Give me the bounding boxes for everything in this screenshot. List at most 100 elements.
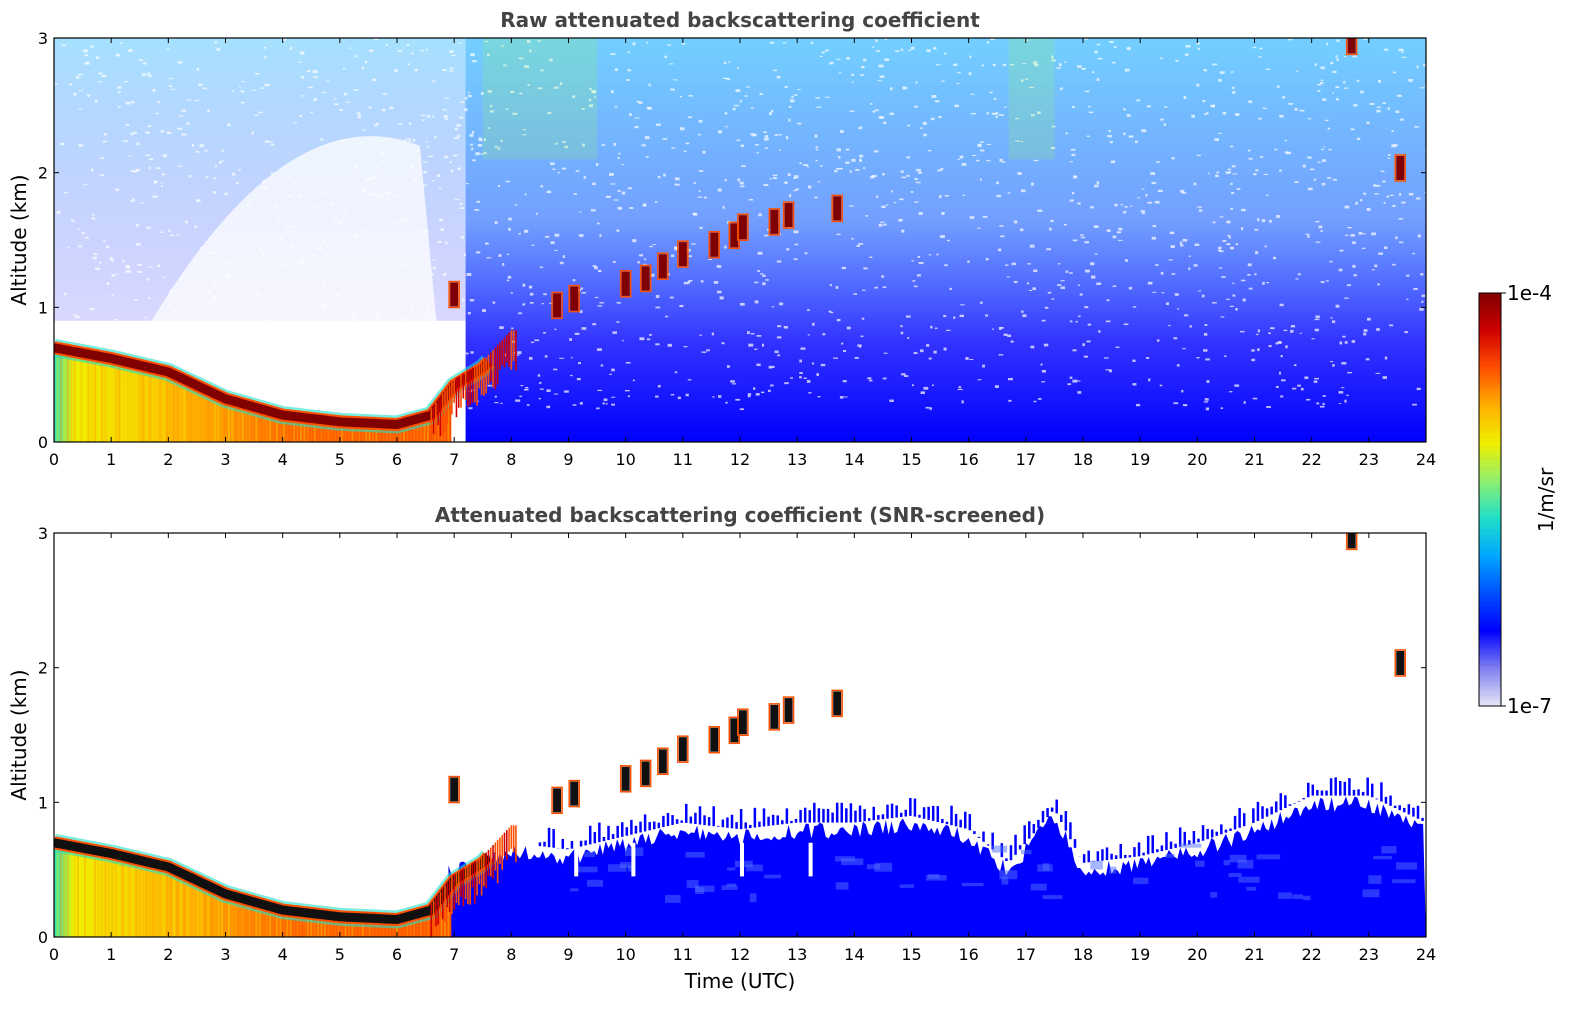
noise-speck: [1331, 92, 1335, 94]
noise-speck: [893, 202, 897, 204]
noise-speck: [1185, 45, 1191, 48]
noise-speck: [270, 368, 273, 372]
noise-speck: [1069, 272, 1073, 274]
noise-speck: [884, 38, 887, 41]
noise-speck: [1096, 78, 1100, 81]
noise-speck: [800, 347, 806, 350]
noise-speck: [931, 94, 937, 98]
noise-speck: [204, 149, 208, 152]
noise-speck: [849, 110, 855, 112]
aerosol-patch: [1392, 879, 1416, 884]
noise-speck: [1176, 364, 1180, 367]
noise-speck: [877, 80, 882, 82]
noise-speck: [370, 405, 374, 408]
noise-speck: [624, 389, 630, 392]
noise-speck: [980, 301, 983, 304]
y-tick-label: 2: [38, 164, 48, 183]
noise-speck: [746, 86, 751, 88]
noise-speck: [632, 239, 637, 243]
noise-speck: [930, 325, 933, 329]
noise-speck: [1114, 203, 1118, 207]
noise-speck: [475, 251, 481, 254]
cloud-element-edge: [677, 735, 689, 763]
noise-speck: [1077, 391, 1082, 394]
noise-speck: [655, 294, 660, 298]
noise-speck: [494, 145, 498, 148]
noise-speck: [1231, 86, 1235, 89]
noise-speck: [530, 341, 535, 344]
noise-speck: [478, 137, 482, 139]
aerosol-patch: [721, 885, 738, 890]
noise-speck: [432, 115, 435, 118]
aerosol-patch: [1223, 860, 1231, 866]
aerosol-patch: [574, 866, 598, 873]
noise-speck: [1156, 161, 1160, 163]
noise-speck: [1218, 246, 1222, 250]
noise-speck: [236, 181, 239, 185]
noise-speck: [1218, 132, 1222, 134]
noise-speck: [687, 116, 692, 119]
noise-speck: [144, 317, 147, 319]
noise-speck: [498, 254, 502, 257]
noise-speck: [889, 112, 895, 115]
noise-speck: [118, 106, 122, 108]
aerosol-patch: [866, 864, 881, 870]
noise-speck: [519, 92, 523, 95]
noise-speck: [596, 407, 600, 410]
noise-speck: [1375, 185, 1381, 187]
noise-speck: [1056, 67, 1062, 69]
noise-speck: [1346, 227, 1351, 229]
noise-speck: [280, 369, 284, 371]
noise-speck: [811, 362, 815, 365]
noise-speck: [518, 232, 521, 235]
noise-speck: [1225, 171, 1231, 174]
noise-speck: [1344, 205, 1350, 209]
noise-speck: [906, 156, 910, 159]
noise-speck: [634, 125, 639, 129]
noise-speck: [459, 116, 464, 119]
noise-speck: [1365, 358, 1370, 361]
noise-speck: [674, 177, 680, 181]
noise-speck: [1358, 231, 1363, 235]
noise-speck: [76, 331, 79, 335]
noise-speck: [160, 185, 163, 188]
noise-speck: [613, 199, 619, 201]
noise-speck: [186, 122, 190, 125]
noise-speck: [1412, 252, 1416, 255]
noise-speck: [860, 335, 864, 338]
noise-speck: [722, 206, 725, 209]
noise-speck: [1196, 356, 1200, 359]
noise-speck: [90, 45, 94, 48]
noise-speck: [609, 373, 612, 375]
noise-speck: [1198, 209, 1203, 212]
noise-speck: [1145, 357, 1150, 359]
noise-speck: [98, 81, 102, 83]
x-tick-label: 24: [1416, 945, 1436, 964]
noise-speck: [1011, 262, 1017, 266]
cloud-element-edge: [1394, 649, 1407, 677]
noise-speck: [462, 298, 465, 302]
noise-speck: [685, 393, 689, 397]
noise-speck: [1154, 200, 1160, 204]
aerosol-patch: [695, 885, 715, 893]
noise-speck: [544, 235, 550, 238]
noise-speck: [882, 286, 887, 288]
noise-speck: [741, 165, 746, 167]
noise-speck: [993, 97, 997, 100]
y-tick-label: 3: [38, 524, 48, 543]
noise-speck: [1321, 148, 1325, 151]
noise-speck: [768, 365, 772, 369]
noise-speck: [133, 170, 138, 173]
noise-speck: [998, 354, 1004, 356]
noise-speck: [740, 144, 745, 148]
x-tick-label: 14: [844, 945, 864, 964]
noise-speck: [908, 49, 912, 51]
noise-speck: [900, 170, 904, 173]
noise-speck: [1203, 401, 1209, 403]
noise-speck: [130, 170, 135, 172]
noise-speck: [1398, 48, 1404, 52]
noise-speck: [985, 314, 989, 317]
noise-speck: [1236, 188, 1241, 190]
noise-speck: [1316, 402, 1320, 405]
x-tick-label: 11: [673, 945, 693, 964]
